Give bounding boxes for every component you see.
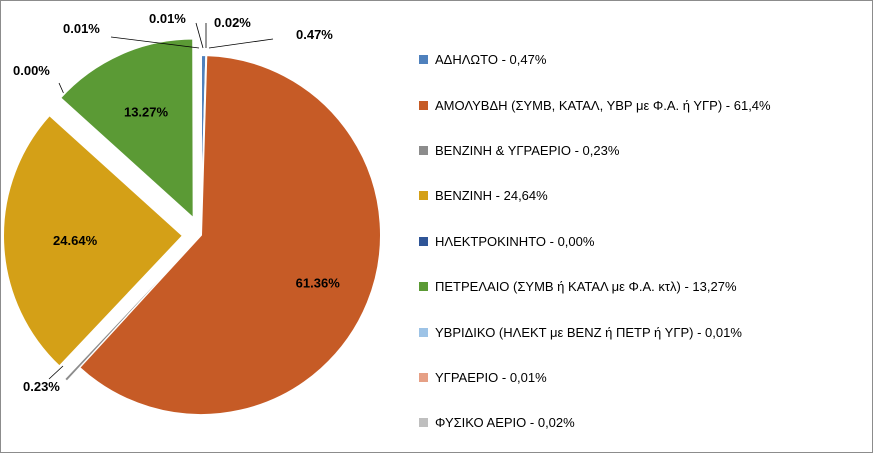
legend-swatch — [419, 418, 428, 427]
legend-swatch — [419, 237, 428, 246]
legend-swatch — [419, 146, 428, 155]
slice-data-label-2: 0.23% — [23, 379, 60, 394]
chart-legend: ΑΔΗΛΩΤΟ - 0,47% ΑΜΟΛΥΒΔΗ (ΣΥΜΒ, ΚΑΤΑΛ, ΥΒ… — [419, 37, 771, 446]
slice-data-label-1: 61.36% — [296, 275, 341, 290]
legend-label: ΑΔΗΛΩΤΟ - 0,47% — [435, 52, 546, 67]
legend-item: ΑΜΟΛΥΒΔΗ (ΣΥΜΒ, ΚΑΤΑΛ, ΥΒΡ με Φ.Α. ή ΥΓΡ… — [419, 82, 771, 127]
slice-data-label-0: 0.47% — [296, 27, 333, 42]
slice-data-label-5: 13.27% — [124, 105, 169, 120]
legend-item: ΒΕΝΖΙΝΗ & ΥΓΡΑΕΡΙΟ - 0,23% — [419, 128, 771, 173]
slice-data-label-6: 0.01% — [63, 21, 100, 36]
slice-data-label-8: 0.02% — [214, 15, 251, 30]
legend-item: ΥΒΡΙΔΙΚΟ (ΗΛΕΚΤ με ΒΕΝΖ ή ΠΕΤΡ ή ΥΓΡ) - … — [419, 309, 771, 354]
legend-label: ΒΕΝΖΙΝΗ & ΥΓΡΑΕΡΙΟ - 0,23% — [435, 143, 619, 158]
legend-swatch — [419, 55, 428, 64]
leader-line-7 — [196, 23, 203, 48]
legend-swatch — [419, 282, 428, 291]
legend-item: ΦΥΣΙΚΟ ΑΕΡΙΟ - 0,02% — [419, 400, 771, 445]
slice-data-label-7: 0.01% — [149, 11, 186, 26]
legend-label: ΥΓΡΑΕΡΙΟ - 0,01% — [435, 370, 547, 385]
legend-swatch — [419, 328, 428, 337]
legend-item: ΥΓΡΑΕΡΙΟ - 0,01% — [419, 355, 771, 400]
legend-label: ΒΕΝΖΙΝΗ - 24,64% — [435, 188, 548, 203]
legend-swatch — [419, 191, 428, 200]
leader-line-2 — [49, 366, 63, 379]
legend-item: ΒΕΝΖΙΝΗ - 24,64% — [419, 173, 771, 218]
slice-data-label-3: 24.64% — [53, 233, 98, 248]
leader-line-0 — [209, 39, 273, 48]
legend-swatch — [419, 373, 428, 382]
legend-item: ΑΔΗΛΩΤΟ - 0,47% — [419, 37, 771, 82]
legend-label: ΦΥΣΙΚΟ ΑΕΡΙΟ - 0,02% — [435, 415, 575, 430]
legend-item: ΠΕΤΡΕΛΑΙΟ (ΣΥΜΒ ή ΚΑΤΑΛ με Φ.Α. κτλ) - 1… — [419, 264, 771, 309]
legend-label: ΗΛΕΚΤΡΟΚΙΝΗΤΟ - 0,00% — [435, 234, 594, 249]
legend-label: ΥΒΡΙΔΙΚΟ (ΗΛΕΚΤ με ΒΕΝΖ ή ΠΕΤΡ ή ΥΓΡ) - … — [435, 325, 742, 340]
legend-item: ΗΛΕΚΤΡΟΚΙΝΗΤΟ - 0,00% — [419, 219, 771, 264]
slice-data-label-4: 0.00% — [13, 63, 50, 78]
legend-label: ΑΜΟΛΥΒΔΗ (ΣΥΜΒ, ΚΑΤΑΛ, ΥΒΡ με Φ.Α. ή ΥΓΡ… — [435, 98, 771, 113]
legend-label: ΠΕΤΡΕΛΑΙΟ (ΣΥΜΒ ή ΚΑΤΑΛ με Φ.Α. κτλ) - 1… — [435, 279, 737, 294]
legend-swatch — [419, 101, 428, 110]
